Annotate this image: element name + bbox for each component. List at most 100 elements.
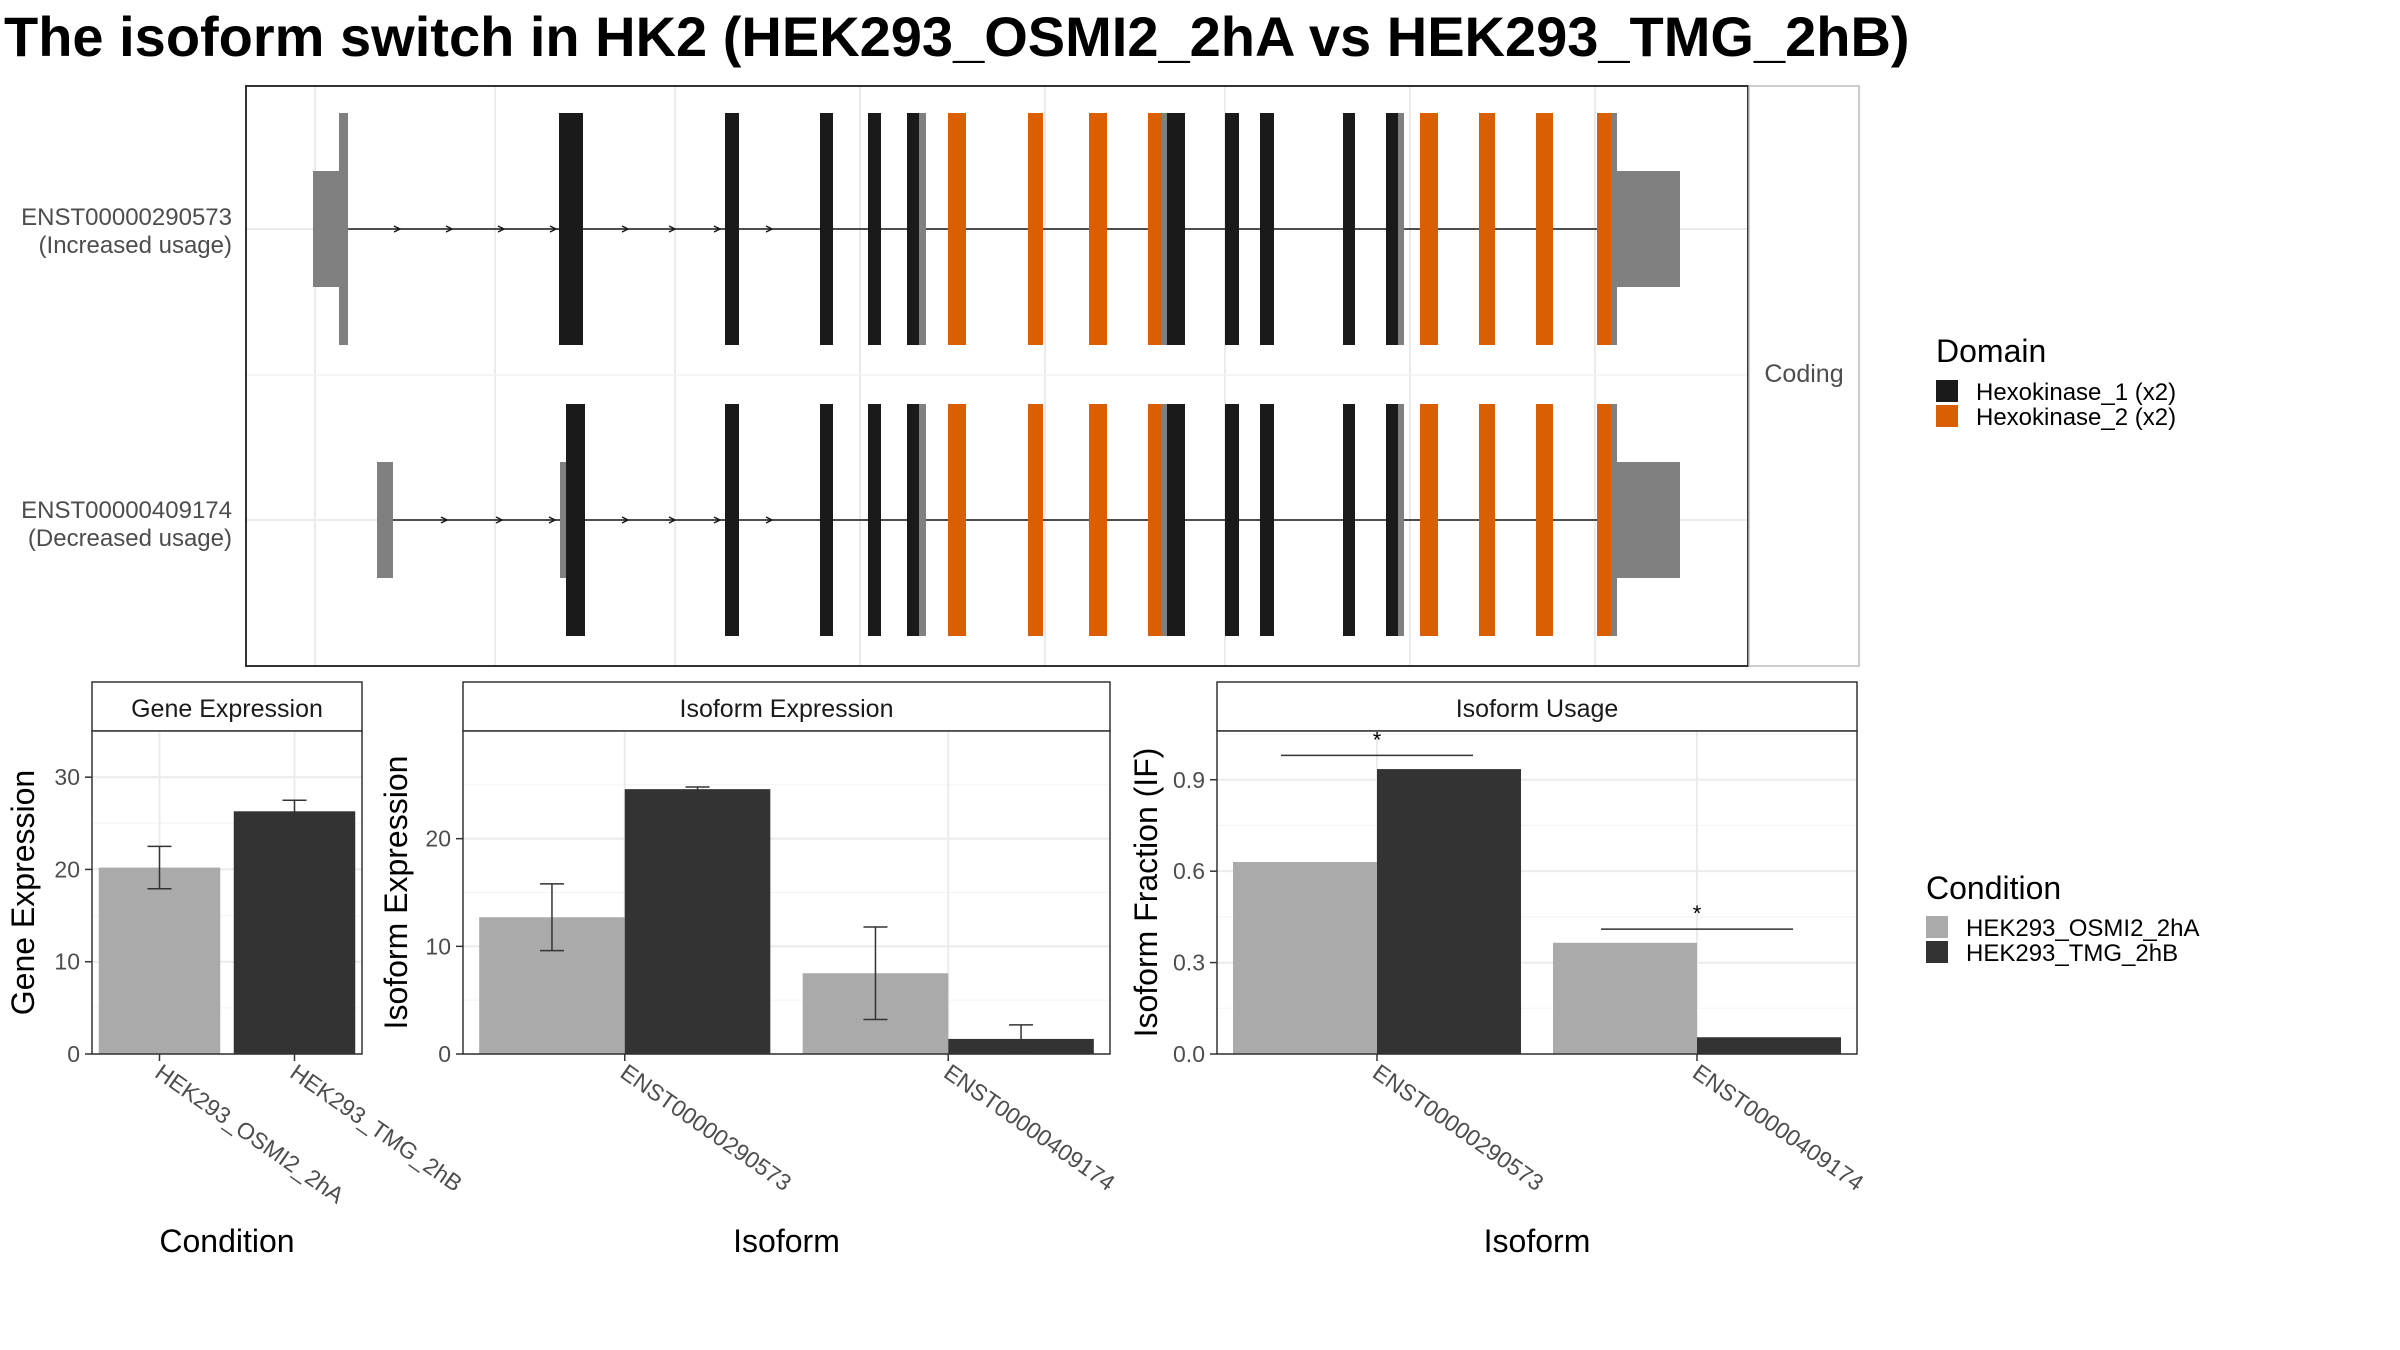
y-tick-label: 0.0 <box>1173 1041 1205 1067</box>
panel-strip <box>462 681 1111 732</box>
x-tick-label: ENST00000409174 <box>1688 1059 1869 1196</box>
panel-title: Isoform Expression <box>680 695 894 723</box>
direction-arrow <box>497 225 506 233</box>
transcript-track-1 <box>313 113 1680 345</box>
direction-arrow <box>495 516 504 524</box>
exon-hexokinase-1 <box>868 113 881 345</box>
exon-hexokinase-2 <box>1536 113 1553 345</box>
transcript-2-id: ENST00000409174 <box>21 497 232 524</box>
legend-swatch-condition-a <box>1926 916 1948 938</box>
coding-facet-strip <box>1748 85 1860 667</box>
x-tick-label: ENST00000290573 <box>616 1059 796 1196</box>
exon-hexokinase-1 <box>1386 113 1398 345</box>
exon-utr <box>377 462 393 578</box>
figure-title: The isoform switch in HK2 (HEK293_OSMI2_… <box>4 5 1910 68</box>
exon-hexokinase-1 <box>1225 113 1239 345</box>
bar <box>98 867 221 1054</box>
bar <box>1553 942 1697 1054</box>
y-tick-label: 10 <box>425 933 451 959</box>
transcript-structure-panel: Coding ENST00000290573 (Increased usage)… <box>21 85 1860 667</box>
plot-border <box>91 730 363 1055</box>
bar <box>233 811 356 1054</box>
plot-border <box>1216 730 1858 1055</box>
exon-hexokinase-1 <box>1225 404 1239 636</box>
exon-hexokinase-1 <box>820 404 833 636</box>
transcript-2-note: (Decreased usage) <box>28 525 232 552</box>
exon-utr <box>1162 404 1167 636</box>
transcript-1-note: (Increased usage) <box>39 232 232 259</box>
exon-hexokinase-2 <box>1420 404 1438 636</box>
domain-legend: Domain Hexokinase_1 (x2) Hexokinase_2 (x… <box>1936 333 2176 431</box>
direction-arrow <box>548 516 557 524</box>
exon-hexokinase-1 <box>725 404 739 636</box>
direction-arrow <box>621 225 630 233</box>
structure-panel-border <box>245 85 1749 667</box>
panel-1: Isoform Expression 0 10 20 ENST00000290573 EN… <box>378 681 1120 1259</box>
panel-title: Isoform Usage <box>1456 695 1619 723</box>
exon-hexokinase-2 <box>1479 404 1495 636</box>
legend-swatch-hexokinase-1 <box>1936 380 1958 402</box>
direction-arrow <box>549 225 558 233</box>
panel-0: Gene Expression0102030HEK293_OSMI2_2hAHE… <box>5 681 467 1259</box>
x-axis-title: Isoform <box>1484 1223 1591 1259</box>
direction-arrow <box>445 225 454 233</box>
direction-arrow <box>765 225 774 233</box>
panel-2: Isoform Usage * * 0.0 0.3 0.6 0.9 ENST000002905… <box>1128 681 1869 1259</box>
exon-utr <box>339 113 348 345</box>
legend-swatch-condition-b <box>1926 941 1948 963</box>
exon-utr <box>1162 113 1167 345</box>
y-tick-label: 20 <box>54 856 80 882</box>
exon-hexokinase-1 <box>1167 404 1185 636</box>
x-axis-title: Isoform <box>733 1223 840 1259</box>
exon-hexokinase-1 <box>1260 404 1274 636</box>
transcript-1-id: ENST00000290573 <box>21 204 232 231</box>
legend-label-condition-a: HEK293_OSMI2_2hA <box>1966 915 2199 942</box>
x-tick-label: ENST00000290573 <box>1368 1059 1548 1196</box>
exon-utr <box>560 462 568 578</box>
legend-label-hexokinase-2: Hexokinase_2 (x2) <box>1976 404 2176 431</box>
exon-hexokinase-1 <box>820 113 833 345</box>
exon-hexokinase-2 <box>1148 113 1162 345</box>
y-tick-label: 0.9 <box>1173 767 1205 793</box>
exon-hexokinase-1 <box>1343 404 1355 636</box>
bar <box>1377 769 1521 1054</box>
exon-hexokinase-2 <box>948 113 966 345</box>
y-tick-label: 0 <box>67 1041 80 1067</box>
condition-legend: Condition HEK293_OSMI2_2hA HEK293_TMG_2h… <box>1926 870 2199 967</box>
exon-hexokinase-2 <box>1089 113 1107 345</box>
direction-arrow <box>713 225 722 233</box>
legend-swatch-hexokinase-2 <box>1936 405 1958 427</box>
direction-arrow <box>668 516 677 524</box>
exon-hexokinase-1 <box>907 404 919 636</box>
significance-star: * <box>1693 901 1702 926</box>
exon-hexokinase-2 <box>948 404 966 636</box>
direction-arrow <box>668 225 677 233</box>
bar <box>624 789 771 1054</box>
x-axis-title: Condition <box>159 1223 294 1259</box>
y-tick-label: 0.3 <box>1173 950 1205 976</box>
exon-utr <box>1614 171 1680 287</box>
bar <box>1233 862 1377 1054</box>
y-tick-label: 0.6 <box>1173 858 1205 884</box>
significance-star: * <box>1373 727 1382 752</box>
exon-hexokinase-2 <box>1536 404 1553 636</box>
exon-hexokinase-2 <box>1148 404 1162 636</box>
direction-arrow <box>713 516 722 524</box>
panel-title: Gene Expression <box>131 695 323 723</box>
y-tick-label: 0 <box>438 1041 451 1067</box>
y-axis-title: Gene Expression <box>5 770 41 1015</box>
y-tick-label: 20 <box>425 826 451 852</box>
exon-hexokinase-1 <box>1386 404 1398 636</box>
exon-hexokinase-1 <box>1260 113 1274 345</box>
y-tick-label: 10 <box>54 949 80 975</box>
exon-hexokinase-2 <box>1420 113 1438 345</box>
exon-utr <box>313 171 341 287</box>
exon-hexokinase-2 <box>1089 404 1107 636</box>
exon-hexokinase-1 <box>1343 113 1355 345</box>
exon-hexokinase-1 <box>1167 113 1185 345</box>
bar <box>1697 1037 1841 1054</box>
exon-hexokinase-2 <box>1028 404 1043 636</box>
exon-hexokinase-2 <box>1597 404 1611 636</box>
exon-utr <box>1398 404 1404 636</box>
